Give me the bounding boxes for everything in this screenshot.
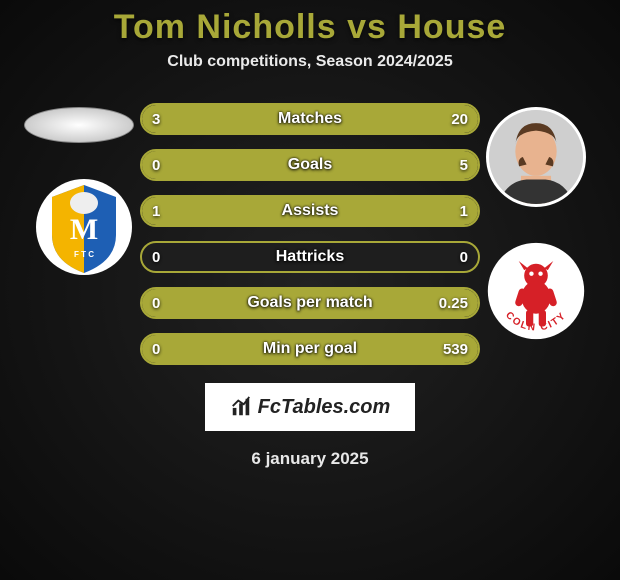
left-column: M F T C	[20, 99, 140, 277]
stat-value-right: 539	[443, 341, 468, 358]
svg-text:M: M	[70, 213, 98, 246]
stat-value-left: 0	[152, 341, 160, 358]
stat-value-right: 1	[460, 203, 468, 220]
player2-avatar	[486, 107, 586, 207]
stat-value-left: 0	[152, 295, 160, 312]
stat-label: Matches	[278, 110, 342, 128]
stat-value-right: 0.25	[439, 295, 468, 312]
stat-bar: 3 20 Matches	[140, 103, 480, 135]
stat-value-left: 0	[152, 249, 160, 266]
lincoln-crest-icon: COLN CITY	[486, 236, 586, 346]
stat-value-right: 20	[451, 111, 468, 128]
stat-label: Goals	[288, 156, 332, 174]
stat-value-right: 5	[460, 157, 468, 174]
stat-label: Goals per match	[247, 294, 372, 312]
stat-label: Hattricks	[276, 248, 344, 266]
stat-bar: 0 539 Min per goal	[140, 333, 480, 365]
player-photo-icon	[489, 107, 583, 207]
stat-bar: 0 0 Hattricks	[140, 241, 480, 273]
stat-bar: 0 0.25 Goals per match	[140, 287, 480, 319]
stat-bar: 0 5 Goals	[140, 149, 480, 181]
stat-value-left: 3	[152, 111, 160, 128]
main-row: M F T C 3 20 Matches 0 5 Goals 1 1 Assists 0 0 Hatt…	[0, 99, 620, 365]
player1-club-crest: M F T C	[34, 177, 134, 277]
page-subtitle: Club competitions, Season 2024/2025	[167, 53, 452, 71]
stat-fill-left	[142, 105, 186, 133]
footer-date: 6 january 2025	[251, 449, 368, 469]
stat-value-left: 0	[152, 157, 160, 174]
player1-avatar	[24, 107, 134, 143]
chart-icon	[230, 396, 252, 418]
source-badge-text: FcTables.com	[258, 396, 391, 419]
player2-club-crest: COLN CITY	[486, 241, 586, 341]
stats-column: 3 20 Matches 0 5 Goals 1 1 Assists 0 0 Hattricks 0 0.…	[140, 99, 480, 365]
stat-label: Assists	[282, 202, 339, 220]
page-title: Tom Nicholls vs House	[114, 8, 507, 47]
stat-value-left: 1	[152, 203, 160, 220]
stat-value-right: 0	[460, 249, 468, 266]
svg-text:F T C: F T C	[74, 250, 94, 259]
right-column: COLN CITY	[480, 99, 600, 341]
stat-label: Min per goal	[263, 340, 357, 358]
stat-bar: 1 1 Assists	[140, 195, 480, 227]
source-badge: FcTables.com	[205, 383, 415, 431]
mansfield-crest-icon: M F T C	[34, 177, 134, 277]
